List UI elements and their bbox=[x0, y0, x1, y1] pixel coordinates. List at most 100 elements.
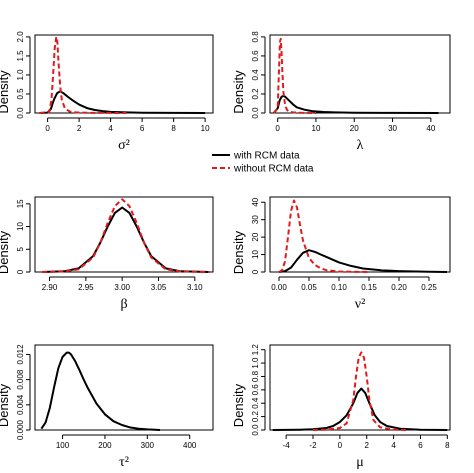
panel-6: -4 -2 0 2 4 6 8 0.00.2 0.40.6 0.81.01.2 Density μ bbox=[231, 344, 451, 470]
y-tick-label: 0.0 bbox=[16, 107, 25, 119]
series-line-without-rcm bbox=[278, 199, 370, 273]
y-tick-label: 0.8 bbox=[251, 31, 260, 43]
y-tick-label: 0.012 bbox=[16, 344, 25, 365]
plot-frame bbox=[269, 34, 451, 114]
x-axis-title: λ bbox=[357, 138, 364, 153]
y-tick-label: 0.2 bbox=[251, 88, 260, 100]
series-line-without-rcm bbox=[39, 35, 127, 114]
y-tick-label: 1.2 bbox=[251, 344, 260, 356]
x-tick-label: 6 bbox=[418, 441, 423, 450]
x-tick-label: 0.15 bbox=[361, 283, 377, 292]
legend-without-label: without RCM data bbox=[233, 164, 314, 175]
plot-frame bbox=[34, 196, 214, 273]
y-axis-title: Density bbox=[231, 70, 246, 114]
y-tick-label: 0.000 bbox=[16, 419, 25, 440]
x-axis-title: τ² bbox=[119, 455, 129, 470]
x-tick-label: 40 bbox=[426, 124, 435, 133]
plot-frame bbox=[34, 34, 214, 114]
series-line-with-rcm bbox=[40, 351, 161, 431]
y-tick-label: 5 bbox=[16, 246, 25, 251]
series-line-with-rcm bbox=[42, 206, 210, 273]
x-axis-title: σ² bbox=[118, 138, 130, 153]
x-tick-label: 2.95 bbox=[78, 283, 94, 292]
y-tick-label: 0.004 bbox=[16, 394, 25, 415]
panel-2: 0 10 20 30 40 0.0 0.2 0.4 0.6 0.8 Density λ bbox=[231, 31, 451, 153]
y-tick-label: 0.0 bbox=[251, 424, 260, 436]
y-tick-label: 15 bbox=[16, 199, 25, 208]
x-tick-label: 8 bbox=[445, 441, 450, 450]
series-line-with-rcm bbox=[278, 249, 448, 273]
legend-with-label: with RCM data bbox=[233, 151, 300, 162]
y-tick-label: 10 bbox=[251, 250, 260, 259]
x-tick-label: 200 bbox=[98, 441, 112, 450]
x-tick-label: 0 bbox=[45, 124, 50, 133]
y-tick-label: 20 bbox=[251, 232, 260, 241]
x-tick-label: 3.10 bbox=[187, 283, 203, 292]
y-tick-label: 0.6 bbox=[251, 384, 260, 396]
x-tick-label: 0.05 bbox=[301, 283, 317, 292]
y-axis-title: Density bbox=[0, 70, 11, 114]
x-tick-label: 30 bbox=[388, 124, 397, 133]
y-tick-label: 1.0 bbox=[251, 357, 260, 369]
y-axis-title: Density bbox=[0, 383, 11, 427]
y-tick-label: 0.5 bbox=[16, 88, 25, 100]
x-axis-title: β bbox=[120, 297, 127, 312]
y-tick-label: 0.0 bbox=[251, 107, 260, 119]
x-tick-label: 0 bbox=[275, 124, 280, 133]
x-tick-label: 100 bbox=[56, 441, 70, 450]
y-axis-title: Density bbox=[231, 383, 246, 427]
y-tick-label: 0.2 bbox=[251, 411, 260, 423]
plot-frame bbox=[269, 344, 451, 431]
x-tick-label: 10 bbox=[201, 124, 210, 133]
x-tick-label: 0.25 bbox=[421, 283, 437, 292]
series-line-without-rcm bbox=[273, 37, 317, 114]
y-tick-label: 0.4 bbox=[251, 69, 260, 81]
y-tick-label: 1.5 bbox=[16, 50, 25, 62]
y-tick-label: 10 bbox=[16, 222, 25, 231]
y-axis-title: Density bbox=[0, 230, 11, 274]
y-tick-label: 40 bbox=[251, 197, 260, 206]
x-tick-label: 400 bbox=[183, 441, 197, 450]
series-line-with-rcm bbox=[272, 387, 448, 431]
x-tick-label: 300 bbox=[141, 441, 155, 450]
x-tick-label: -4 bbox=[283, 441, 291, 450]
x-tick-label: 3.05 bbox=[151, 283, 167, 292]
panel-3: 2.90 2.95 3.00 3.05 3.10 0 5 10 15 Density β bbox=[0, 196, 214, 312]
y-tick-label: 2.0 bbox=[16, 31, 25, 43]
x-tick-label: 10 bbox=[312, 124, 321, 133]
x-tick-label: -2 bbox=[309, 441, 317, 450]
series-line-with-rcm bbox=[273, 94, 439, 114]
series-line-with-rcm bbox=[39, 90, 206, 114]
y-axis-title: Density bbox=[231, 230, 246, 274]
y-tick-label: 0 bbox=[251, 269, 260, 274]
x-tick-label: 8 bbox=[171, 124, 176, 133]
y-tick-label: 0.6 bbox=[251, 50, 260, 62]
series-line-without-rcm bbox=[42, 198, 210, 273]
y-tick-label: 0.008 bbox=[16, 369, 25, 390]
panel-5: 100 200 300 400 0.000 0.004 0.008 0.012 Density τ… bbox=[0, 344, 214, 470]
x-tick-label: 4 bbox=[108, 124, 113, 133]
x-tick-label: 6 bbox=[140, 124, 145, 133]
plot-frame bbox=[269, 196, 451, 273]
x-tick-label: 4 bbox=[391, 441, 396, 450]
x-tick-label: 2 bbox=[364, 441, 369, 450]
y-tick-label: 0.4 bbox=[251, 397, 260, 409]
x-tick-label: 0.20 bbox=[391, 283, 407, 292]
y-tick-label: 30 bbox=[251, 215, 260, 224]
x-axis-title: ν² bbox=[355, 297, 366, 312]
x-tick-label: 0 bbox=[338, 441, 343, 450]
x-tick-label: 3.00 bbox=[114, 283, 130, 292]
series-line-without-rcm bbox=[312, 351, 408, 431]
plot-frame bbox=[34, 344, 214, 431]
x-tick-label: 0.10 bbox=[331, 283, 347, 292]
y-tick-label: 0.8 bbox=[251, 370, 260, 382]
panel-1: 0 2 4 6 8 10 0.0 0.5 1.0 1.5 2.0 Density σ² bbox=[0, 31, 214, 153]
x-tick-label: 2 bbox=[77, 124, 82, 133]
y-tick-label: 1.0 bbox=[16, 69, 25, 81]
x-axis-title: μ bbox=[356, 455, 364, 470]
panel-4: 0.00 0.05 0.10 0.15 0.20 0.25 0 10 20 30 40 Density… bbox=[231, 196, 451, 312]
x-tick-label: 0.00 bbox=[271, 283, 287, 292]
x-tick-label: 20 bbox=[350, 124, 359, 133]
